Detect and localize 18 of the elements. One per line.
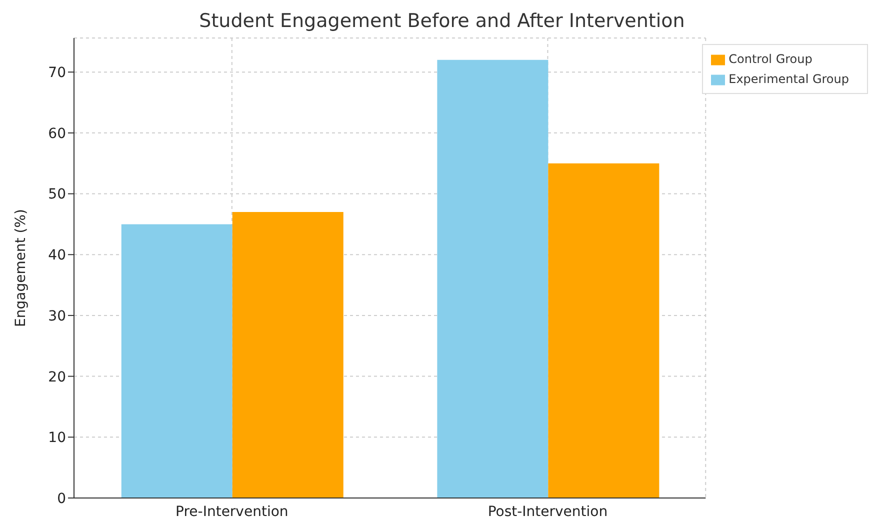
y-axis-title: Engagement (%) (12, 209, 29, 327)
y-tick-label: 0 (57, 490, 66, 507)
y-tick-label: 10 (48, 430, 66, 446)
bar (548, 163, 660, 498)
y-tick-label: 70 (48, 65, 66, 82)
y-tick-label: 60 (48, 126, 66, 142)
x-tick-label: Post-Intervention (488, 504, 608, 520)
chart-title: Student Engagement Before and After Intervention (198, 9, 686, 34)
y-tick-label: 30 (48, 308, 66, 324)
y-tick-label: 40 (48, 248, 66, 264)
bar (437, 60, 548, 498)
bar (121, 224, 232, 498)
y-tick-label: 20 (48, 369, 66, 386)
x-tick-label: Pre-Intervention (176, 504, 288, 520)
legend-label: Experimental Group (728, 72, 849, 86)
bar (232, 212, 344, 498)
legend-label: Control Group (728, 52, 812, 66)
y-tick-label: 50 (48, 186, 66, 203)
